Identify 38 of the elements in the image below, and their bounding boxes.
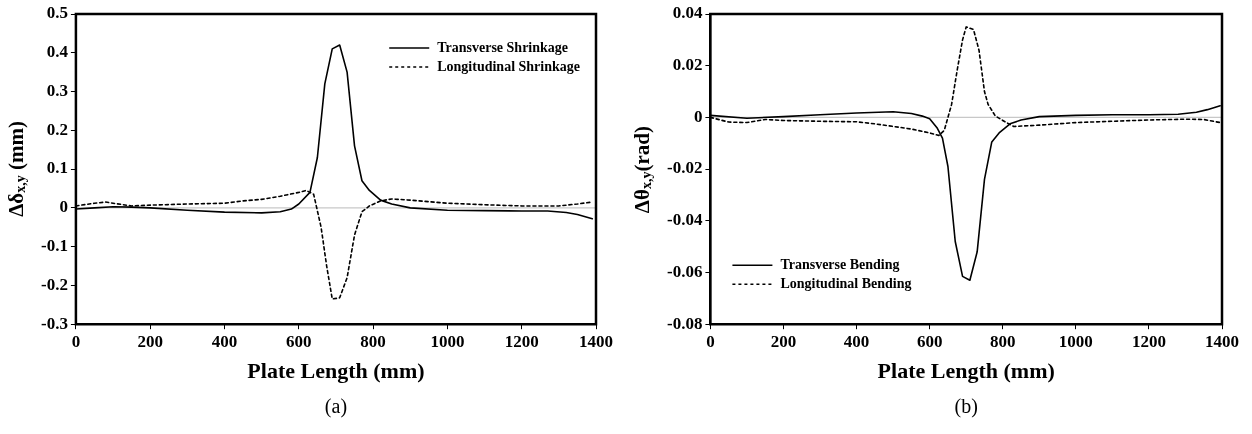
text: (a) [324,395,348,418]
x-tick-label: 200 [137,331,163,351]
y-tick-label: -0.08 [666,313,703,333]
legend-label: Transverse Shrinkage [437,39,569,55]
y-tick-label: 0.04 [672,3,703,23]
x-axis-title: Plate Length (mm) [877,358,1055,384]
y-tick-label: -0.06 [666,261,703,281]
y-tick-label: -0.1 [40,236,68,256]
x-tick-label: 400 [211,331,238,351]
legend-label: Transverse Bending [780,256,900,272]
x-tick-label: 800 [990,331,1016,351]
text: (b) [954,395,978,418]
y-tick-label: 0 [693,106,703,126]
x-tick-label: 1200 [504,331,539,351]
x-tick-label: 800 [360,331,386,351]
x-tick-label: 1400 [1205,331,1239,351]
y-tick-label: 0.3 [46,80,68,100]
x-tick-label: 1000 [1058,331,1093,351]
legend-label: Longitudinal Shrinkage [437,58,581,74]
y-tick-label: 0.1 [46,158,68,178]
y-tick-label: -0.2 [40,274,68,294]
x-tick-label: 1200 [1131,331,1166,351]
y-tick-label: -0.3 [40,313,68,333]
y-tick-label: 0.5 [46,3,68,23]
x-axis-title: Plate Length (mm) [247,358,425,384]
x-tick-label: 400 [843,331,870,351]
x-tick-label: 600 [286,331,312,351]
x-tick-label: 1400 [579,331,613,351]
y-tick-label: -0.02 [666,158,703,178]
y-tick-label: 0.4 [46,42,69,62]
y-tick-label: -0.04 [666,210,703,230]
y-tick-label: 0 [59,197,68,217]
x-tick-label: 1000 [430,331,465,351]
x-tick-label: 200 [770,331,797,351]
y-tick-label: 0.2 [46,119,68,139]
legend-label: Longitudinal Bending [780,275,912,291]
y-tick-label: 0.02 [672,55,703,75]
x-tick-label: 600 [916,331,943,351]
